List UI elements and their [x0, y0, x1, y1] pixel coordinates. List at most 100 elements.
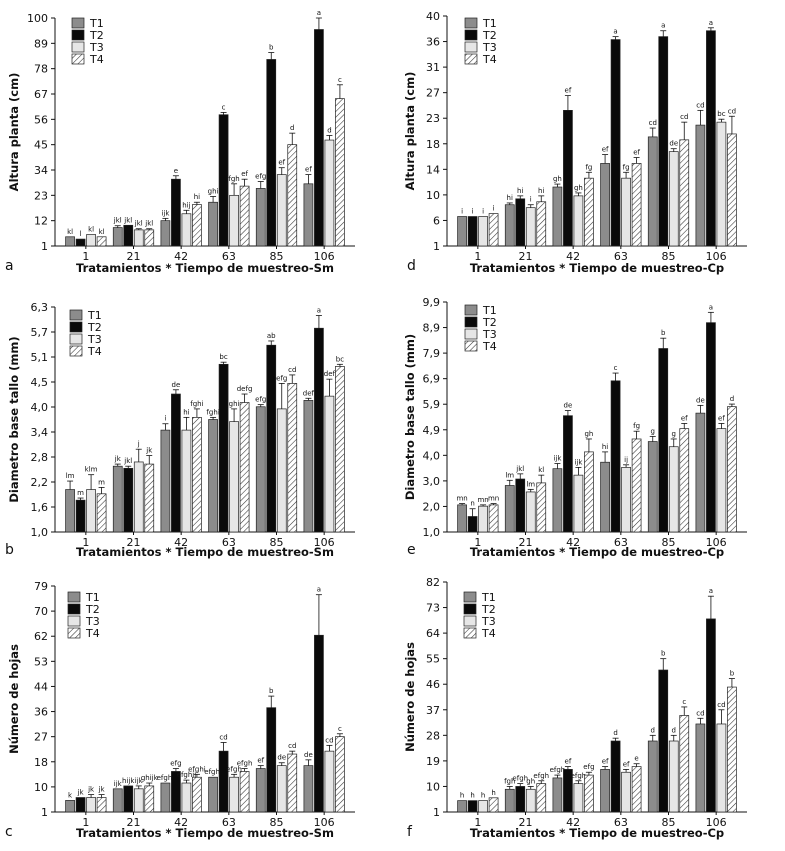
bar-t3 — [716, 723, 727, 813]
y-tick-label: 56 — [34, 113, 48, 126]
bar-t3 — [133, 229, 144, 247]
significance-label: jkl — [134, 220, 143, 228]
significance-label: a — [317, 306, 321, 314]
chart-panel-b: 1,01,62,22,83,44,04,55,15,76,31lmmklmm21… — [5, 301, 355, 559]
significance-label: ijk — [574, 458, 583, 466]
bar-t4 — [679, 139, 690, 247]
significance-label: kl — [99, 228, 105, 236]
significance-label: ef — [257, 757, 264, 765]
legend-swatch-t1 — [464, 17, 478, 29]
bar-t4 — [679, 428, 690, 533]
y-axis-title: Altura planta (cm) — [403, 72, 417, 191]
legend-label: T4 — [482, 53, 497, 66]
bar-t4 — [96, 493, 107, 533]
bar-t3 — [525, 491, 536, 533]
y-tick-label: 89 — [34, 37, 48, 50]
y-tick-label: 3,4 — [31, 426, 49, 439]
y-tick-label: 1,0 — [31, 526, 49, 539]
bar-t3 — [621, 177, 631, 247]
y-tick-label: 27 — [426, 87, 440, 100]
legend-swatch-t1 — [464, 304, 478, 316]
significance-label: n — [470, 500, 474, 508]
significance-label: fg — [585, 163, 592, 171]
bar-t4 — [727, 133, 737, 247]
bar-t4 — [192, 417, 202, 533]
bar-t4 — [536, 201, 547, 247]
significance-label: efgh — [512, 775, 528, 783]
bar-t2 — [467, 216, 478, 247]
significance-label: d — [290, 124, 294, 132]
bar-t1 — [208, 419, 218, 533]
y-axis-title: Altura planta (cm) — [7, 73, 21, 192]
x-tick-label: 63 — [222, 816, 236, 829]
significance-label: ef — [602, 146, 609, 154]
bar-t4 — [96, 236, 107, 247]
legend-swatch-t3 — [463, 615, 477, 627]
significance-label: ef — [278, 159, 285, 167]
bar-t4 — [239, 402, 250, 533]
bar-t1 — [695, 412, 706, 533]
significance-label: m — [77, 489, 84, 497]
significance-label: defg — [237, 385, 253, 393]
significance-label: cd — [680, 113, 688, 121]
significance-label: hi — [507, 194, 513, 202]
bar-t1 — [255, 188, 266, 247]
significance-label: c — [682, 698, 686, 706]
x-axis-title: Tratamientos * Tiempo de muestreo-Cp — [470, 826, 724, 840]
bar-t2 — [467, 516, 478, 533]
significance-label: jk — [145, 447, 153, 455]
x-tick-label: 63 — [614, 536, 628, 549]
bar-t2 — [658, 348, 669, 533]
bar-t2 — [266, 59, 277, 247]
significance-label: efghij — [177, 771, 197, 779]
y-tick-label: 1,0 — [423, 526, 441, 539]
significance-label: gh — [553, 175, 562, 183]
y-tick-label: 28 — [426, 729, 440, 742]
significance-label: hij — [182, 201, 190, 209]
significance-label: ghi — [208, 187, 219, 195]
bar-t3 — [525, 207, 536, 247]
bar-t2 — [515, 198, 526, 247]
y-tick-label: 12 — [34, 215, 48, 228]
significance-label: de — [696, 396, 705, 404]
significance-label: b — [730, 670, 735, 678]
bar-t2 — [218, 363, 229, 533]
legend-label: T4 — [89, 53, 104, 66]
significance-label: klm — [85, 466, 98, 474]
bar-t4 — [584, 451, 594, 533]
significance-label: jkl — [123, 457, 132, 465]
significance-label: a — [613, 28, 617, 36]
bar-t1 — [647, 740, 658, 813]
y-tick-label: 6,3 — [31, 301, 49, 314]
y-tick-label: 1 — [41, 240, 48, 253]
bar-t2 — [515, 786, 526, 813]
x-tick-label: 106 — [314, 816, 335, 829]
y-tick-label: 2,8 — [31, 451, 49, 464]
y-tick-label: 4,5 — [31, 376, 49, 389]
significance-label: ef — [681, 414, 688, 422]
bar-t3 — [573, 474, 584, 533]
y-tick-label: 67 — [34, 88, 48, 101]
legend-swatch-t1 — [69, 309, 83, 321]
bar-t2 — [75, 499, 86, 533]
significance-label: cd — [325, 736, 333, 744]
bar-t3 — [478, 216, 488, 247]
y-tick-label: 10 — [426, 189, 440, 202]
legend-swatch-t3 — [464, 41, 478, 53]
significance-label: i — [472, 208, 474, 216]
significance-label: hi — [194, 193, 200, 201]
bar-t3 — [621, 467, 631, 533]
significance-label: cd — [696, 101, 704, 109]
y-tick-label: 79 — [34, 580, 48, 593]
bar-t1 — [695, 124, 706, 247]
y-tick-label: 5,1 — [31, 351, 49, 364]
y-axis-title: Diametro base tallo (mm) — [403, 334, 417, 500]
bar-t1 — [504, 788, 515, 813]
significance-label: d — [730, 395, 734, 403]
y-tick-label: 23 — [426, 112, 440, 125]
significance-label: de — [304, 751, 313, 759]
legend-swatch-t1 — [463, 591, 477, 603]
bar-t4 — [335, 366, 345, 533]
